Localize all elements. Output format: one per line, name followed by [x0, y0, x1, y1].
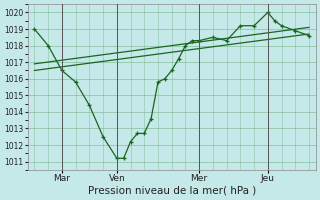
X-axis label: Pression niveau de la mer( hPa ): Pression niveau de la mer( hPa ) [88, 186, 256, 196]
